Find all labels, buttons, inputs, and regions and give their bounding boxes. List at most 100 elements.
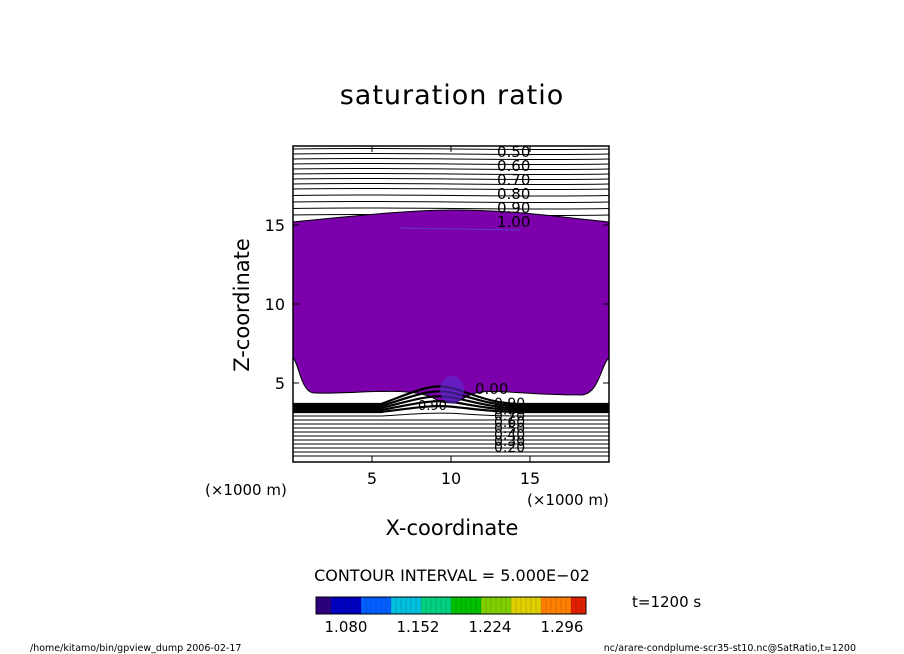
colorbar-cell <box>376 597 382 614</box>
colorbar-cell <box>436 597 442 614</box>
upper-contour-label: 0.90 <box>497 199 530 217</box>
colorbar-cell <box>361 597 367 614</box>
plot-area: 0.500.600.700.800.901.00 0.900.800.700.6… <box>292 143 610 463</box>
colorbar-cell <box>516 597 522 614</box>
colorbar-cell <box>506 597 512 614</box>
colorbar-cell <box>456 597 462 614</box>
lower-contour-label: 0.80 <box>494 402 525 418</box>
colorbar <box>315 596 587 615</box>
upper-contour-label: 0.70 <box>497 171 530 189</box>
x-tick-label: 15 <box>520 469 540 488</box>
contour-label-a: 0.00 <box>475 380 508 398</box>
colorbar-cell <box>321 597 327 614</box>
colorbar-cell <box>426 597 432 614</box>
colorbar-cell <box>581 597 587 614</box>
x-tick-label: 5 <box>367 469 377 488</box>
colorbar-cell <box>491 597 497 614</box>
footer-right: nc/arare-condplume-scr35-st10.nc@SatRati… <box>604 643 856 654</box>
chart-title: saturation ratio <box>340 80 565 111</box>
colorbar-cell <box>566 597 572 614</box>
lower-contour-label: 0.90 <box>494 396 525 412</box>
colorbar-cell <box>356 597 362 614</box>
colorbar-cell <box>551 597 557 614</box>
y-axis: 5 10 15 <box>265 216 609 393</box>
upper-contour-label: 1.00 <box>497 213 530 231</box>
contour-interval-text: CONTOUR INTERVAL = 5.000E−02 <box>314 566 590 585</box>
inner-contour-line <box>399 227 521 231</box>
colorbar-cell <box>476 597 482 614</box>
colorbar-tick-label: 1.224 <box>469 618 512 636</box>
colorbar-cell <box>541 597 547 614</box>
colorbar-cell <box>381 597 387 614</box>
colorbar-cell <box>501 597 507 614</box>
colorbar-cell <box>561 597 567 614</box>
y-tick-label: 15 <box>265 216 285 235</box>
lower-contour-line <box>293 412 609 417</box>
colorbar-cell <box>411 597 417 614</box>
upper-contour-label: 0.80 <box>497 185 530 203</box>
colorbar-cell <box>461 597 467 614</box>
y-axis-label: Z-coordinate <box>230 238 254 372</box>
colorbar-cell <box>341 597 347 614</box>
colorbar-cell <box>546 597 552 614</box>
colorbar-cell <box>391 597 397 614</box>
colorbar-cell <box>421 597 427 614</box>
contour-label-b: 0.90 <box>418 399 447 414</box>
upper-contour-label: 0.60 <box>497 157 530 175</box>
x-axis: 5 10 15 <box>367 146 540 488</box>
colorbar-cell <box>406 597 412 614</box>
colorbar-cell <box>451 597 457 614</box>
y-tick-label: 10 <box>265 295 285 314</box>
z-unit-label: (×1000 m) <box>205 481 287 499</box>
colorbar-cell <box>351 597 357 614</box>
upper-contour-lines <box>293 147 609 217</box>
lower-contour-label: 0.60 <box>494 415 525 431</box>
upper-contour-label: 0.50 <box>497 143 530 161</box>
colorbar-tick-labels: 1.080 1.152 1.224 1.296 <box>325 618 584 636</box>
colorbar-cell <box>416 597 422 614</box>
upper-contour-line <box>293 147 609 151</box>
colorbar-cell <box>401 597 407 614</box>
colorbar-cell <box>521 597 527 614</box>
colorbar-tick-label: 1.152 <box>397 618 440 636</box>
colorbar-cell <box>571 597 577 614</box>
colorbar-cell <box>486 597 492 614</box>
upper-contour-line <box>293 200 609 204</box>
colorbar-cell <box>331 597 337 614</box>
upper-contour-line <box>293 157 609 161</box>
upper-contour-line <box>293 194 609 197</box>
colorbar-cell <box>556 597 562 614</box>
colorbar-cell <box>326 597 332 614</box>
x-tick-label: 10 <box>441 469 461 488</box>
colorbar-cell <box>471 597 477 614</box>
colorbar-cell <box>536 597 542 614</box>
x-unit-label: (×1000 m) <box>527 491 609 509</box>
colorbar-tick-label: 1.296 <box>541 618 584 636</box>
colorbar-cell <box>386 597 392 614</box>
upper-contour-labels: 0.500.600.700.800.901.00 <box>497 143 530 231</box>
colorbar-cell <box>531 597 537 614</box>
colorbar-cell <box>526 597 532 614</box>
upper-contour-line <box>293 162 609 166</box>
saturated-region <box>293 209 609 404</box>
upper-contour-line <box>293 177 609 181</box>
lower-contour-label: 0.20 <box>494 440 525 456</box>
lower-contour-labels: 0.900.800.700.600.500.400.300.20 <box>494 396 525 456</box>
colorbar-cell <box>316 597 322 614</box>
supersaturation-core <box>440 376 464 404</box>
colorbar-cell <box>511 597 517 614</box>
colorbar-tick-label: 1.080 <box>325 618 368 636</box>
colorbar-cell <box>481 597 487 614</box>
colorbar-frame <box>315 596 587 615</box>
upper-contour-line <box>293 172 609 176</box>
colorbar-cell <box>396 597 402 614</box>
colorbar-cell <box>346 597 352 614</box>
colorbar-cell <box>496 597 502 614</box>
colorbar-cell <box>366 597 372 614</box>
colorbar-cell <box>446 597 452 614</box>
upper-contour-line <box>293 207 609 210</box>
x-axis-label: X-coordinate <box>386 516 519 540</box>
upper-contour-line <box>293 167 609 171</box>
colorbar-cell <box>336 597 342 614</box>
